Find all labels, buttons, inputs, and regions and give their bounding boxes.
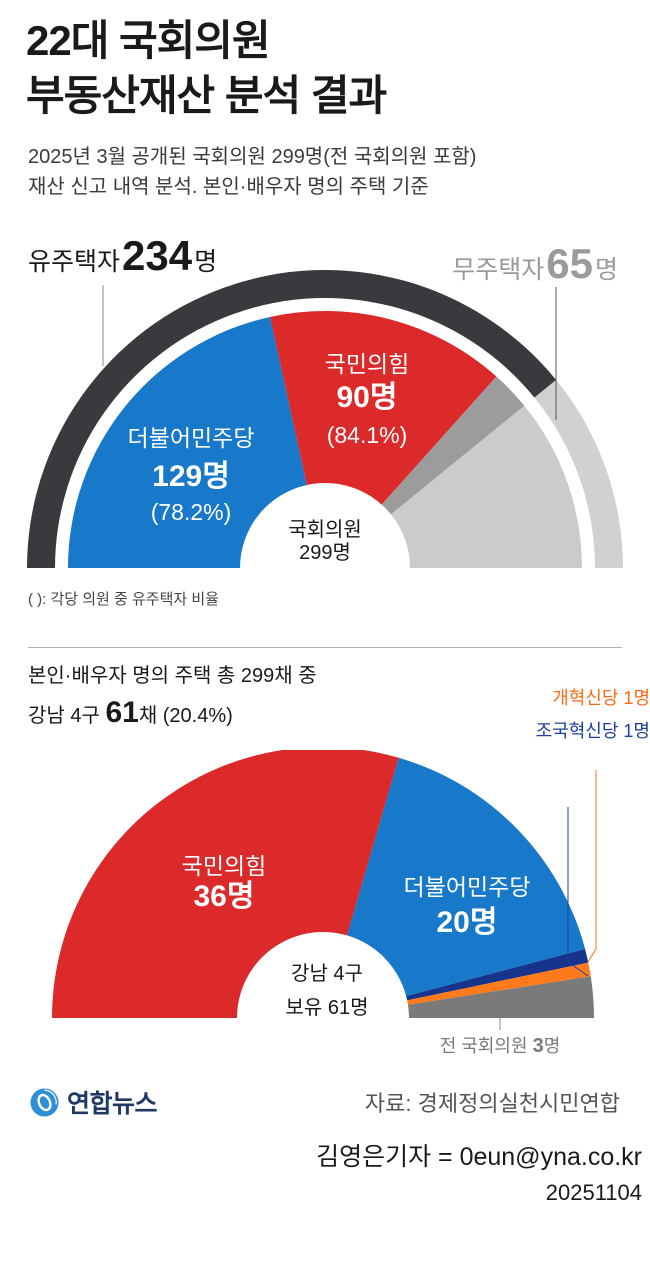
svg-text:보유 61명: 보유 61명 (285, 996, 368, 1019)
svg-text:강남 4구: 강남 4구 (291, 962, 363, 985)
svg-text:국민의힘: 국민의힘 (182, 853, 267, 879)
svg-text:더불어민주당: 더불어민주당 (404, 874, 531, 900)
svg-text:(84.1%): (84.1%) (327, 422, 408, 448)
svg-text:전 국회의원 3명: 전 국회의원 3명 (440, 1035, 561, 1057)
svg-text:더불어민주당: 더불어민주당 (128, 425, 255, 451)
svg-text:129명: 129명 (152, 460, 230, 493)
svg-text:국민의힘: 국민의힘 (325, 351, 410, 377)
svg-text:국회의원: 국회의원 (288, 518, 362, 541)
svg-text:299명: 299명 (299, 541, 351, 564)
svg-text:90명: 90명 (337, 381, 398, 414)
svg-text:(78.2%): (78.2%) (151, 499, 232, 525)
svg-text:20명: 20명 (437, 906, 498, 939)
svg-text:36명: 36명 (194, 880, 255, 913)
